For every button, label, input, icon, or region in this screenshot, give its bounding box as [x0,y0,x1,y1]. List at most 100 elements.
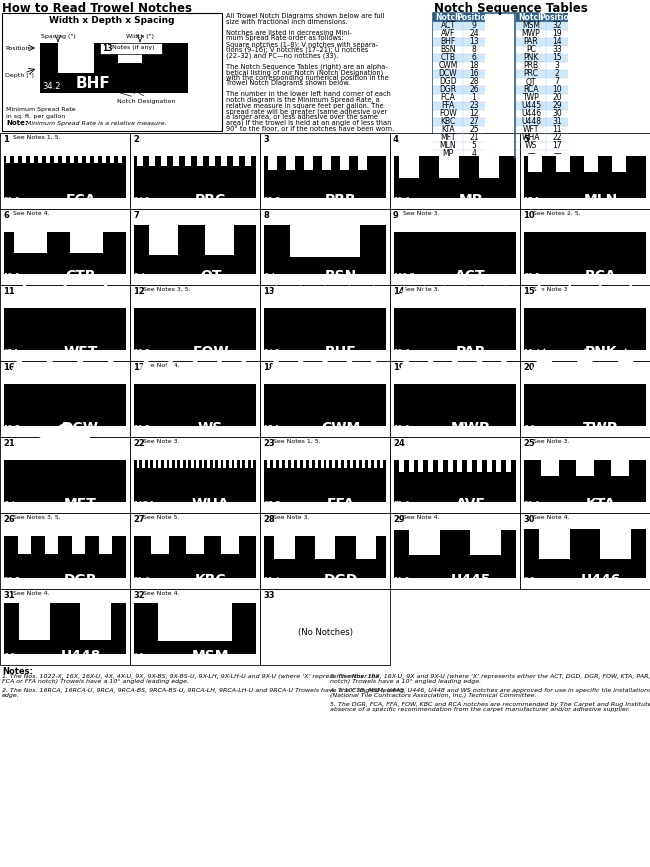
Text: FCA: FCA [66,193,96,207]
Text: 39.9: 39.9 [523,501,540,510]
Text: 15: 15 [523,287,535,296]
Text: 51.3: 51.3 [3,197,20,206]
Bar [20,603,50,640]
Text: 3. The Nos. 16X, 16X-U, 9X and 9X-U (where ‘X’ represents either the ACT, DGD, D: 3. The Nos. 16X, 16X-U, 9X and 9X-U (whe… [330,674,650,679]
Text: 13: 13 [102,44,112,53]
Bar [4,603,126,654]
Text: a larger area, or less adhesive over the same: a larger area, or less adhesive over the… [226,114,378,120]
Text: edge.: edge. [2,694,20,698]
Bar [260,361,390,437]
Bar [137,156,143,166]
Text: WFT: WFT [523,126,540,134]
Bar [546,102,568,110]
Text: relative measure in square feet per gallon. The: relative measure in square feet per gall… [226,102,384,108]
Bar [394,384,516,426]
Bar [134,225,256,274]
Text: 12.8: 12.8 [3,273,20,282]
Bar [356,536,376,559]
Bar [191,460,194,468]
Text: FCA: FCA [441,94,456,102]
Text: 34.2: 34.2 [263,349,280,358]
Bar [70,156,74,163]
Polygon shape [289,355,313,384]
Bar [245,460,248,468]
Bar [524,460,646,502]
Polygon shape [580,217,590,231]
Text: 1: 1 [472,94,476,102]
Text: KTA: KTA [441,126,455,134]
Bar [100,43,162,54]
Text: 25.6: 25.6 [393,349,410,358]
Text: Position: Position [456,13,491,22]
Bar [6,156,10,163]
Bar [506,460,511,472]
Bar [221,536,239,553]
Text: 14: 14 [393,287,405,296]
Bar [546,142,568,150]
Text: See Note 4.: See Note 4. [143,591,179,596]
Bar [463,38,485,46]
Bar [546,46,568,54]
Bar [0,437,130,513]
Bar [70,231,103,253]
Polygon shape [443,219,449,231]
Text: FOW: FOW [192,345,229,359]
Text: 31: 31 [552,118,562,127]
Bar [2,13,222,131]
Bar [161,156,167,166]
Bar [118,156,122,163]
Text: 4.9: 4.9 [133,653,145,662]
Bar [151,536,169,553]
Polygon shape [135,291,142,308]
Bar [546,118,568,126]
Bar [187,536,203,553]
Bar [546,70,568,78]
Bar [207,460,210,468]
Bar [14,156,18,163]
Text: Notch: Notch [436,13,461,22]
Text: See Note 4.: See Note 4. [13,211,49,216]
Polygon shape [4,356,34,384]
Bar [260,513,390,589]
Text: 47.1: 47.1 [3,349,20,358]
Text: 24: 24 [393,439,405,448]
Text: 15: 15 [552,54,562,62]
Bar [394,231,516,274]
Text: 33: 33 [263,591,274,600]
Bar [433,110,463,118]
Bar [202,460,205,468]
Text: U446: U446 [580,573,621,587]
Text: 20: 20 [552,94,562,102]
Polygon shape [534,217,543,231]
Text: notch diagram is the Minimum Spread Rate, a: notch diagram is the Minimum Spread Rate… [226,97,380,103]
Bar [433,70,463,78]
Bar [110,156,114,163]
Polygon shape [439,284,451,308]
Text: 2. The Nos. 16RCA, 16RCA-U, 9RCA, 9RCA-BS, 9RCA-BS-U, 9RCA-LH, 9RCA-LH-U and 9RC: 2. The Nos. 16RCA, 16RCA-U, 9RCA, 9RCA-B… [2,688,404,693]
Text: 20.5: 20.5 [133,425,150,434]
Text: 6.4: 6.4 [3,501,15,510]
Polygon shape [498,219,504,231]
Bar [290,225,360,257]
Text: See Note 3.: See Note 3. [403,211,439,216]
Text: WHA: WHA [192,497,229,511]
Bar [326,460,330,468]
Text: 16: 16 [3,363,15,372]
Text: FFA: FFA [441,101,454,110]
Text: 16: 16 [469,69,479,79]
Bar [368,460,371,468]
Bar [463,134,485,142]
Polygon shape [543,217,552,231]
Text: MFT: MFT [440,134,456,142]
Bar [433,150,463,158]
Bar [394,308,516,350]
Bar [546,13,568,22]
Text: 28.7: 28.7 [3,577,20,586]
Polygon shape [480,219,486,231]
Bar [142,460,145,468]
Bar [546,150,568,158]
Text: 11: 11 [3,287,15,296]
Text: DGD: DGD [324,573,358,587]
Bar [463,102,485,110]
Polygon shape [361,355,386,384]
